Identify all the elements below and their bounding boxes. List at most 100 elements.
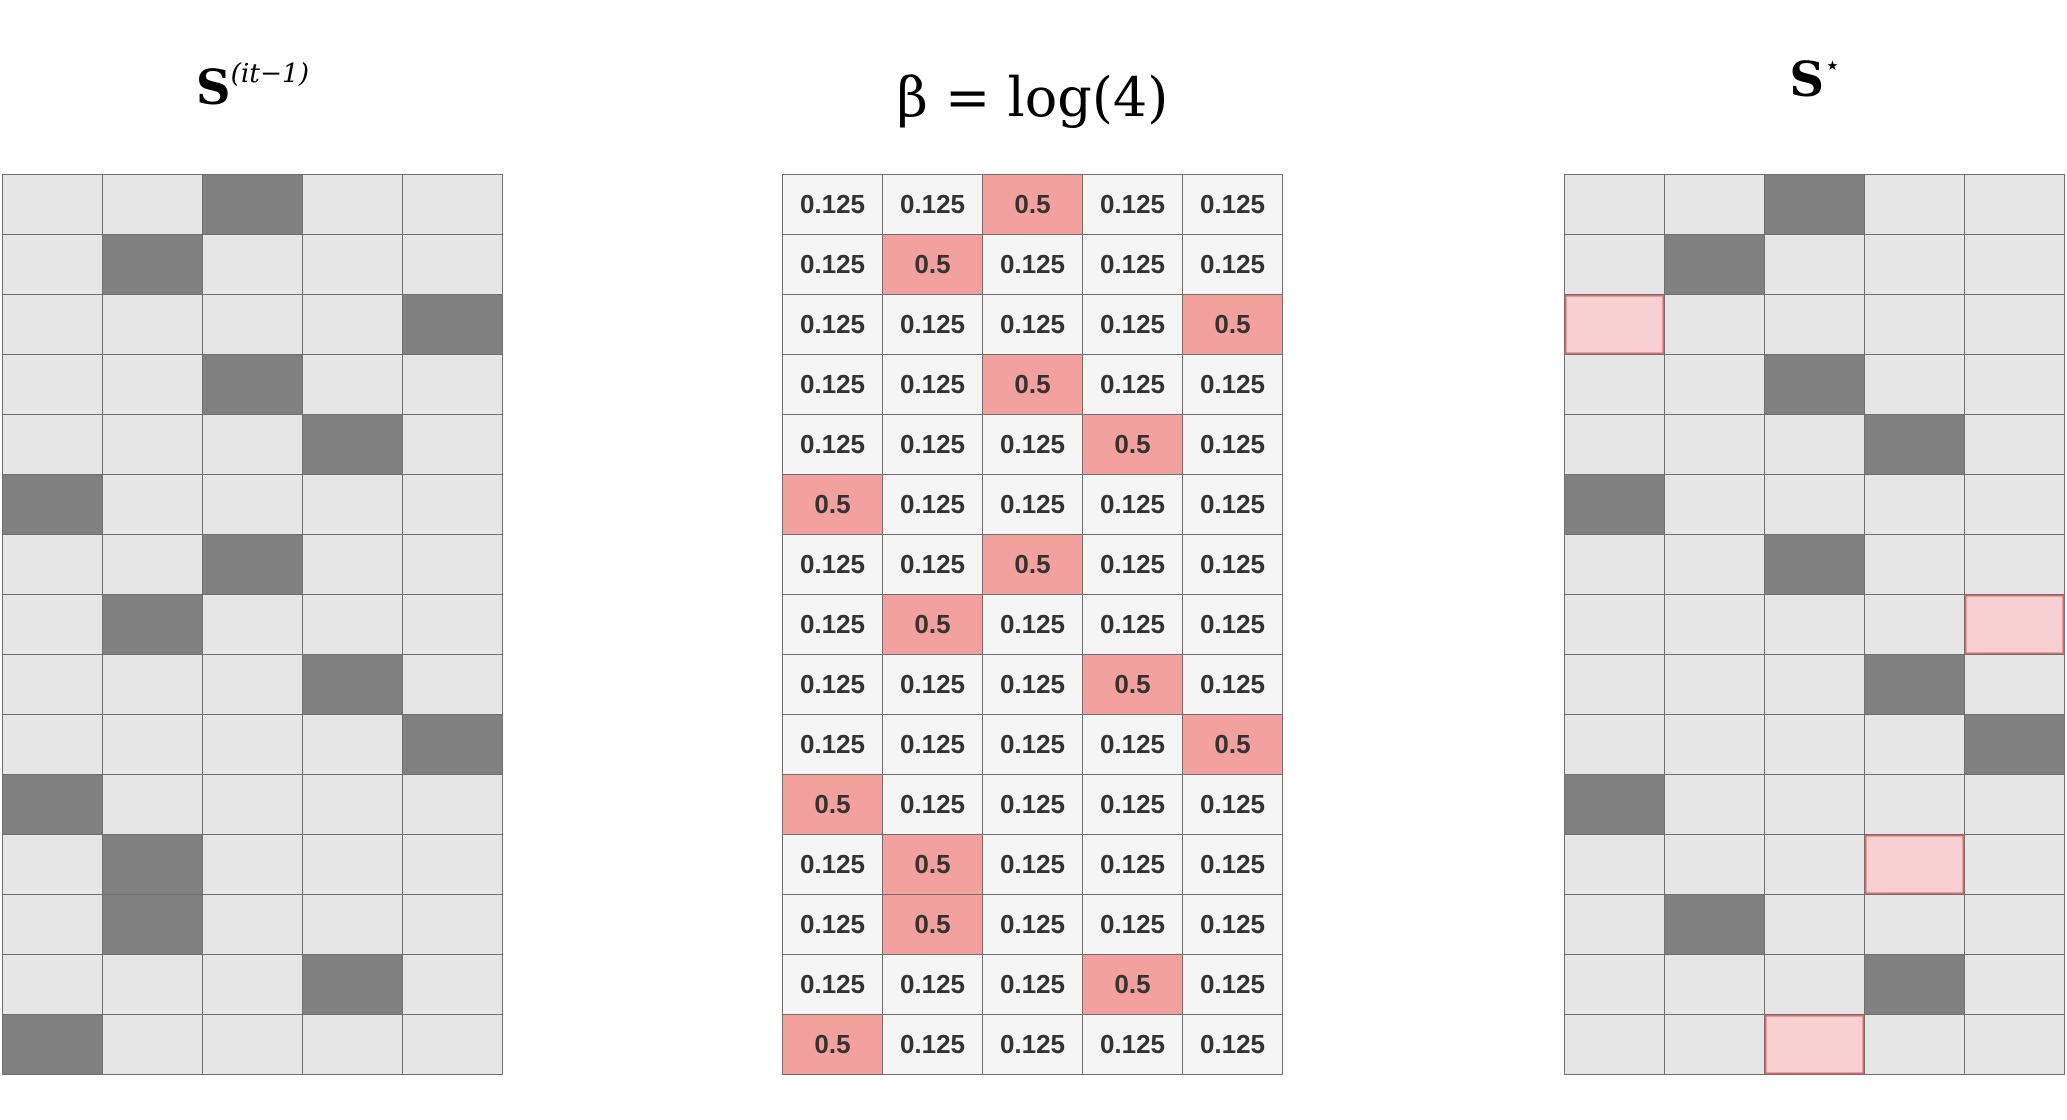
probability-cell: 0.125 [883, 535, 983, 595]
empty-cell [1965, 175, 2065, 235]
empty-cell [3, 715, 103, 775]
empty-cell [303, 595, 403, 655]
probability-cell: 0.125 [1083, 715, 1183, 775]
empty-cell [103, 715, 203, 775]
empty-cell [1965, 655, 2065, 715]
probability-cell: 0.125 [883, 355, 983, 415]
probability-cell-high: 0.5 [883, 895, 983, 955]
empty-cell [1865, 595, 1965, 655]
empty-cell [303, 295, 403, 355]
empty-cell [1765, 895, 1865, 955]
probability-cell: 0.125 [1183, 955, 1283, 1015]
filled-cell [203, 175, 303, 235]
empty-cell [1865, 235, 1965, 295]
empty-cell [1665, 1015, 1765, 1075]
probability-cell: 0.125 [983, 775, 1083, 835]
empty-cell [1765, 715, 1865, 775]
probability-cell: 0.125 [1183, 475, 1283, 535]
empty-cell [403, 775, 503, 835]
filled-cell [1865, 415, 1965, 475]
probability-cell: 0.125 [1083, 235, 1183, 295]
probability-cell: 0.125 [983, 835, 1083, 895]
filled-cell [403, 715, 503, 775]
empty-cell [3, 655, 103, 715]
filled-cell [1865, 655, 1965, 715]
empty-cell [1665, 295, 1765, 355]
empty-cell [103, 955, 203, 1015]
empty-cell [1865, 475, 1965, 535]
empty-cell [303, 775, 403, 835]
empty-cell [1865, 775, 1965, 835]
probability-cell-high: 0.5 [983, 175, 1083, 235]
empty-cell [103, 535, 203, 595]
empty-cell [203, 895, 303, 955]
filled-cell [203, 355, 303, 415]
probability-cell: 0.125 [1083, 175, 1183, 235]
empty-cell [303, 175, 403, 235]
probability-cell-high: 0.5 [783, 1015, 883, 1075]
probability-cell: 0.125 [983, 1015, 1083, 1075]
empty-cell [103, 655, 203, 715]
probability-cell-high: 0.5 [883, 595, 983, 655]
empty-cell [203, 415, 303, 475]
filled-cell [403, 295, 503, 355]
empty-cell [1665, 655, 1765, 715]
probability-cell-high: 0.5 [1083, 655, 1183, 715]
added-cell [1965, 595, 2065, 655]
empty-cell [403, 355, 503, 415]
empty-cell [1965, 1015, 2065, 1075]
probability-cell: 0.125 [1083, 295, 1183, 355]
title-s-previous-base: S [195, 60, 231, 116]
empty-cell [203, 835, 303, 895]
probability-cell-high: 0.5 [883, 835, 983, 895]
empty-cell [1965, 895, 2065, 955]
empty-cell [1665, 775, 1765, 835]
probability-cell: 0.125 [1083, 775, 1183, 835]
title-beta: β = log(4) [896, 66, 1169, 129]
probability-cell: 0.125 [1083, 895, 1183, 955]
filled-cell [1765, 175, 1865, 235]
empty-cell [1965, 475, 2065, 535]
probability-cell: 0.125 [1183, 1015, 1283, 1075]
empty-cell [303, 1015, 403, 1075]
empty-cell [1665, 355, 1765, 415]
filled-cell [1565, 775, 1665, 835]
empty-cell [403, 535, 503, 595]
probability-cell-high: 0.5 [1183, 715, 1283, 775]
empty-cell [203, 235, 303, 295]
empty-cell [203, 775, 303, 835]
empty-cell [1965, 835, 2065, 895]
empty-cell [103, 415, 203, 475]
probability-cell: 0.125 [1083, 475, 1183, 535]
empty-cell [1665, 955, 1765, 1015]
probability-cell: 0.125 [1083, 835, 1183, 895]
added-cell [1865, 835, 1965, 895]
probability-cell: 0.125 [1183, 415, 1283, 475]
filled-cell [103, 895, 203, 955]
empty-cell [1765, 955, 1865, 1015]
empty-cell [103, 1015, 203, 1075]
probability-cell-high: 0.5 [1183, 295, 1283, 355]
probability-cell: 0.125 [983, 475, 1083, 535]
probability-cell: 0.125 [983, 595, 1083, 655]
empty-cell [403, 895, 503, 955]
empty-cell [3, 955, 103, 1015]
probability-cell: 0.125 [783, 235, 883, 295]
empty-cell [3, 295, 103, 355]
title-s-star-superscript: ⋆ [1824, 49, 1841, 81]
filled-cell [103, 835, 203, 895]
empty-cell [1565, 175, 1665, 235]
empty-cell [3, 235, 103, 295]
added-cell [1765, 1015, 1865, 1075]
filled-cell [203, 535, 303, 595]
probability-cell: 0.125 [1183, 775, 1283, 835]
probability-cell: 0.125 [783, 175, 883, 235]
empty-cell [1965, 535, 2065, 595]
empty-cell [1965, 955, 2065, 1015]
empty-cell [1665, 175, 1765, 235]
title-s-star-base: S [1789, 52, 1825, 108]
probability-cell: 0.125 [983, 955, 1083, 1015]
probability-cell: 0.125 [1183, 595, 1283, 655]
filled-cell [1965, 715, 2065, 775]
empty-cell [1565, 955, 1665, 1015]
